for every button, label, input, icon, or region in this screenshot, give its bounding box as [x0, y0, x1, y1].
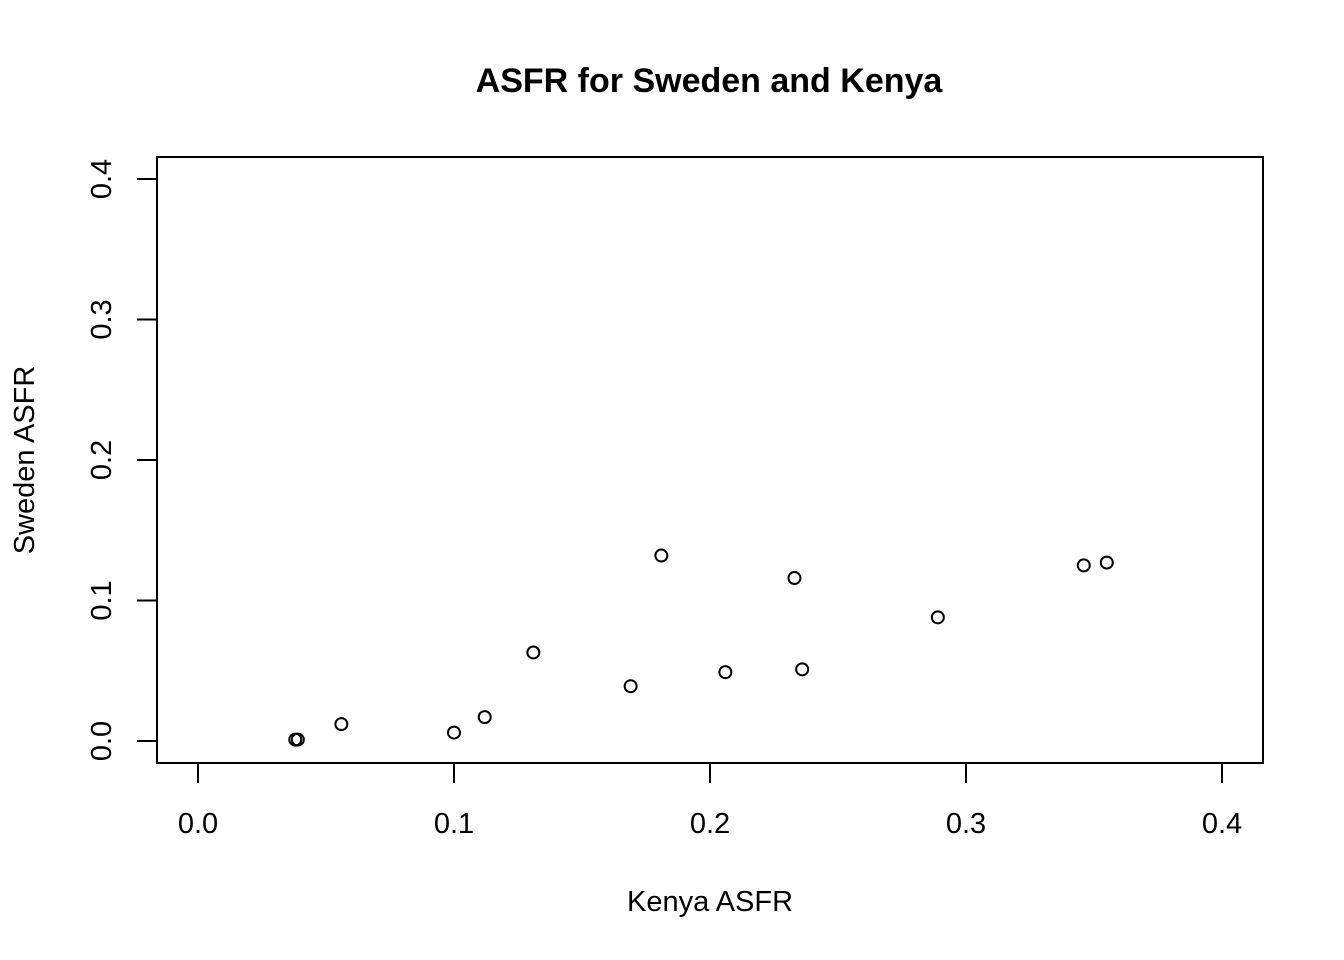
chart-title: ASFR for Sweden and Kenya	[476, 62, 944, 100]
y-tick-label: 0.4	[86, 159, 118, 199]
y-tick-label: 0.0	[86, 721, 118, 761]
data-point	[526, 645, 541, 660]
y-tick-label: 0.2	[86, 440, 118, 480]
x-tick-label: 0.3	[946, 808, 986, 840]
x-tick-label: 0.0	[178, 808, 218, 840]
data-point	[477, 710, 492, 725]
y-tick-label: 0.1	[86, 580, 118, 620]
x-tick-label: 0.4	[1202, 808, 1242, 840]
data-point	[654, 548, 669, 563]
y-axis-label: Sweden ASFR	[9, 366, 41, 555]
data-point	[718, 665, 733, 680]
data-point	[930, 610, 945, 625]
data-point	[447, 725, 461, 740]
data-point	[290, 732, 305, 747]
data-points	[288, 548, 1114, 747]
x-tick-label: 0.1	[434, 808, 474, 840]
y-axis: 0.0 0.1 0.2 0.3 0.4	[86, 159, 158, 761]
data-point	[1076, 558, 1091, 573]
y-tick-label: 0.3	[86, 299, 118, 339]
data-point	[787, 571, 802, 586]
x-axis: 0.0 0.1 0.2 0.3 0.4	[178, 762, 1242, 840]
data-point	[1099, 555, 1114, 570]
data-point	[334, 717, 349, 732]
x-tick-label: 0.2	[690, 808, 730, 840]
x-axis-label: Kenya ASFR	[627, 886, 793, 918]
data-point	[623, 679, 638, 694]
plot-area-frame	[156, 156, 1264, 764]
data-point	[795, 662, 810, 677]
